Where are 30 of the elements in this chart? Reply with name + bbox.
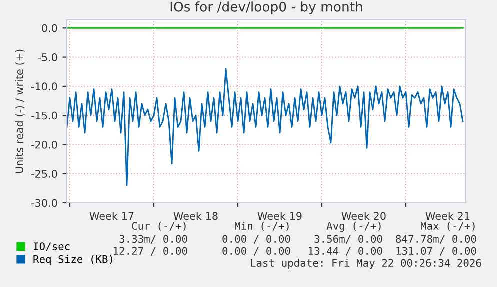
text: 131.07 / 0.00 bbox=[396, 247, 476, 256]
text: 0.00 / 0.00 bbox=[222, 235, 290, 244]
y-tick-label: -20.0 bbox=[32, 140, 58, 149]
y-tick-label: -5.0 bbox=[38, 54, 58, 62]
text: 13.44 / 0.00 bbox=[309, 247, 382, 256]
x-tick-label: Week 18 bbox=[174, 212, 218, 220]
line-series bbox=[67, 68, 464, 186]
text: 3.56m/ 0.00 bbox=[314, 235, 382, 244]
text: Last update: Fri May 22 00:26:34 2026 bbox=[251, 258, 482, 270]
text: Max (-/+) bbox=[420, 222, 475, 232]
text: 12.27 / 0.00 bbox=[114, 247, 188, 256]
x-tick-label: Week 19 bbox=[258, 212, 302, 220]
text: 847.78m/ 0.00 bbox=[396, 235, 476, 244]
x-tick-label: Week 17 bbox=[90, 212, 134, 220]
x-tick-label: Week 20 bbox=[342, 212, 386, 220]
text: Cur (-/+) bbox=[132, 222, 186, 232]
y-tick-label: -15.0 bbox=[32, 112, 58, 120]
text: 0.00 / 0.00 bbox=[222, 247, 290, 256]
legend-label: IO/sec bbox=[34, 242, 70, 252]
x-tick-label: Week 21 bbox=[426, 212, 470, 220]
y-tick-label: -30.0 bbox=[32, 199, 58, 208]
chart-title: IOs for /dev/loop0 - by month bbox=[170, 2, 362, 14]
text: Min (-/+) bbox=[234, 222, 289, 232]
y-tick-label: 0.0 bbox=[42, 24, 58, 32]
legend-label: Req Size (KB) bbox=[34, 255, 112, 266]
text: 3.33m/ 0.00 bbox=[120, 235, 188, 244]
y-tick-label: -10.0 bbox=[32, 82, 58, 91]
text: Avg (-/+) bbox=[326, 222, 381, 232]
y-axis-title: Units read (-) / write (+) bbox=[15, 50, 25, 174]
y-tick-label: -25.0 bbox=[32, 170, 58, 178]
